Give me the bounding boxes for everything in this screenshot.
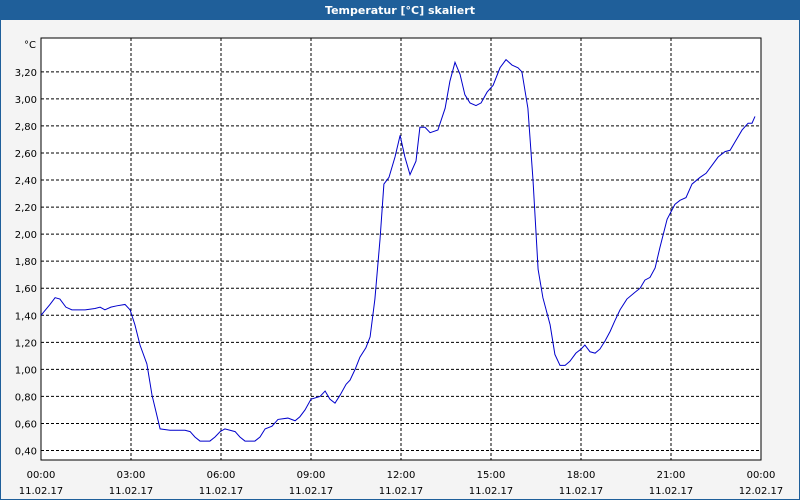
x-tick-date: 11.02.17 <box>199 486 244 497</box>
x-tick-label: 03:00 <box>117 470 146 481</box>
y-tick-label: 2,40 <box>15 176 37 187</box>
y-tick-label: 1,20 <box>15 338 37 349</box>
title-bar <box>0 0 800 20</box>
y-tick-label: 2,60 <box>15 149 37 160</box>
y-tick-label: 2,80 <box>15 122 37 133</box>
y-tick-label: 1,40 <box>15 311 37 322</box>
x-tick-label: 06:00 <box>207 470 236 481</box>
y-tick-label: 0,40 <box>15 447 37 458</box>
x-tick-label: 00:00 <box>747 470 776 481</box>
x-tick-date: 11.02.17 <box>469 486 514 497</box>
y-tick-label: 3,00 <box>15 95 37 106</box>
plot-frame <box>40 37 762 461</box>
y-tick-label: 3,20 <box>15 68 37 79</box>
x-tick-label: 09:00 <box>297 470 326 481</box>
y-tick-label: 1,60 <box>15 284 37 295</box>
y-tick-label: 0,80 <box>15 392 37 403</box>
x-tick-date: 11.02.17 <box>649 486 694 497</box>
x-tick-label: 12:00 <box>387 470 416 481</box>
y-tick-label: 1,00 <box>15 365 37 376</box>
y-tick-label: 0,60 <box>15 419 37 430</box>
x-tick-date: 11.02.17 <box>109 486 154 497</box>
x-tick-label: 21:00 <box>657 470 686 481</box>
y-tick-label: 1,80 <box>15 257 37 268</box>
y-tick-label: 2,00 <box>15 230 37 241</box>
x-tick-label: 15:00 <box>477 470 506 481</box>
x-tick-date: 12.02.17 <box>739 486 784 497</box>
x-tick-date: 11.02.17 <box>379 486 424 497</box>
y-tick-label: 2,20 <box>15 203 37 214</box>
x-tick-date: 11.02.17 <box>559 486 604 497</box>
chart-title: Temperatur [°C] skaliert <box>325 4 475 17</box>
data-line <box>40 58 756 442</box>
x-tick-date: 11.02.17 <box>289 486 334 497</box>
x-tick-date: 11.02.17 <box>19 486 64 497</box>
x-tick-label: 18:00 <box>567 470 596 481</box>
y-unit: °C <box>24 40 36 51</box>
x-tick-label: 00:00 <box>27 470 56 481</box>
